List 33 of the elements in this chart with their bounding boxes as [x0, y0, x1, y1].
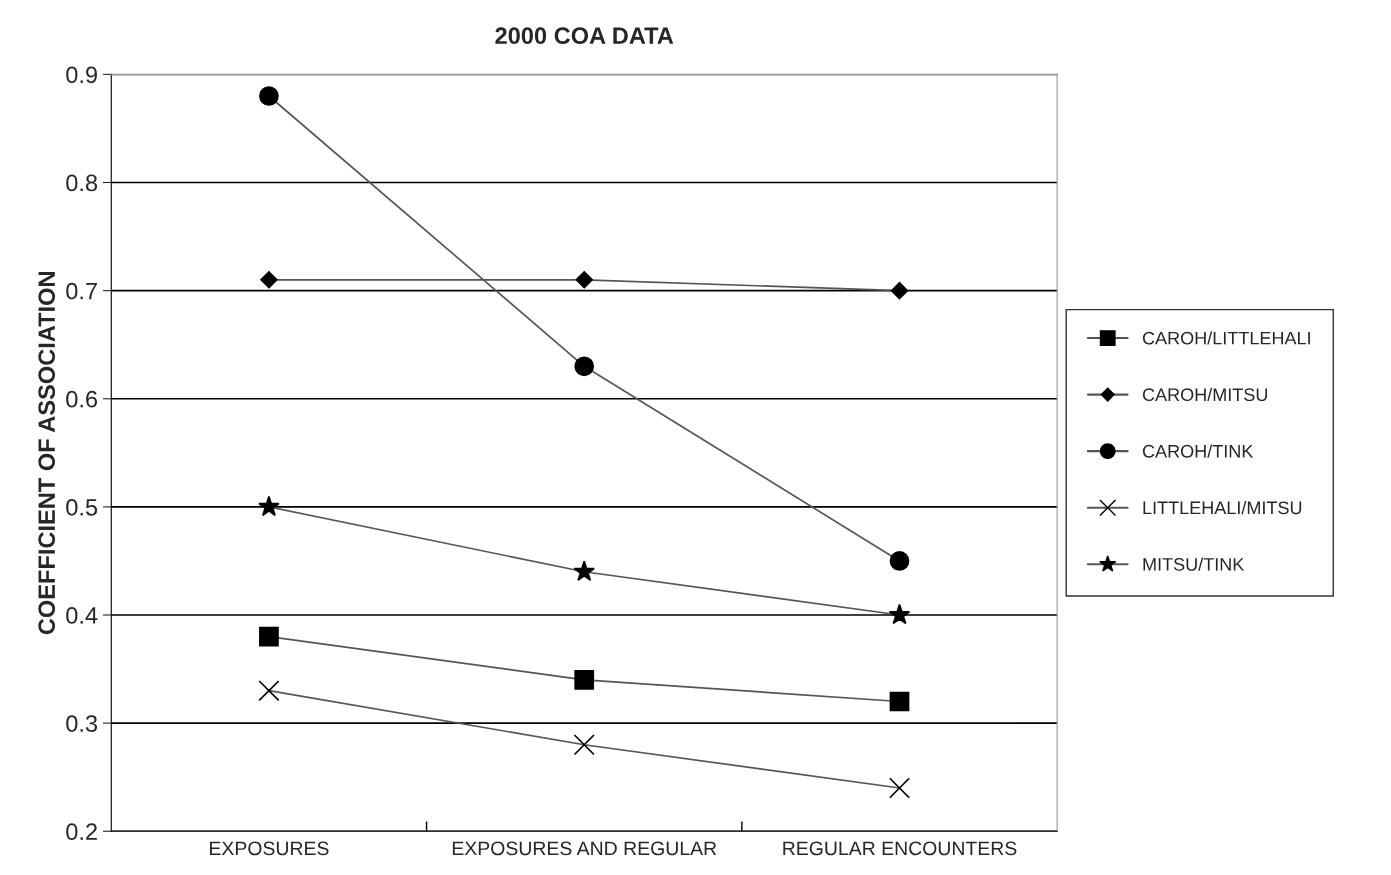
- y-tick-label: 0.7: [66, 282, 97, 300]
- point: [574, 356, 595, 377]
- legend-label: CAROH/MITSU: [1142, 387, 1268, 402]
- y-axis-title: COEFFICIENT OF ASSOCIATION: [38, 272, 56, 635]
- point: [573, 734, 595, 756]
- legend-label: CAROH/TINK: [1142, 444, 1254, 458]
- legend-label: CAROH/LITTLEHALI: [1142, 331, 1310, 345]
- point: [888, 777, 911, 799]
- y-tick-label: 0.2: [66, 823, 97, 841]
- y-tick-label: 0.9: [66, 66, 97, 84]
- x-tick-label: EXPOSURES: [210, 841, 329, 856]
- legend-label: LITTLEHALI/MITSU: [1143, 500, 1302, 515]
- chart-title: 2000 COA DATA: [495, 27, 674, 45]
- y-tick-label: 0.6: [66, 390, 98, 408]
- point: [260, 271, 278, 289]
- point: [575, 271, 593, 289]
- point: [889, 551, 910, 571]
- point: [573, 560, 595, 582]
- point: [258, 680, 280, 702]
- point: [889, 691, 910, 712]
- y-tick-label: 0.8: [66, 174, 98, 192]
- point: [574, 670, 595, 690]
- x-tick-label: EXPOSURES AND REGULAR: [452, 841, 717, 856]
- y-tick-label: 0.5: [66, 498, 98, 516]
- point: [888, 603, 911, 625]
- y-tick-label: 0.4: [66, 607, 98, 624]
- legend-label: MITSU/TINK: [1143, 557, 1245, 571]
- point: [258, 495, 280, 517]
- point: [259, 86, 279, 106]
- point: [890, 281, 909, 300]
- x-tick-label: REGULAR ENCOUNTERS: [783, 841, 1017, 856]
- point: [259, 626, 279, 647]
- y-tick-label: 0.3: [66, 715, 98, 732]
